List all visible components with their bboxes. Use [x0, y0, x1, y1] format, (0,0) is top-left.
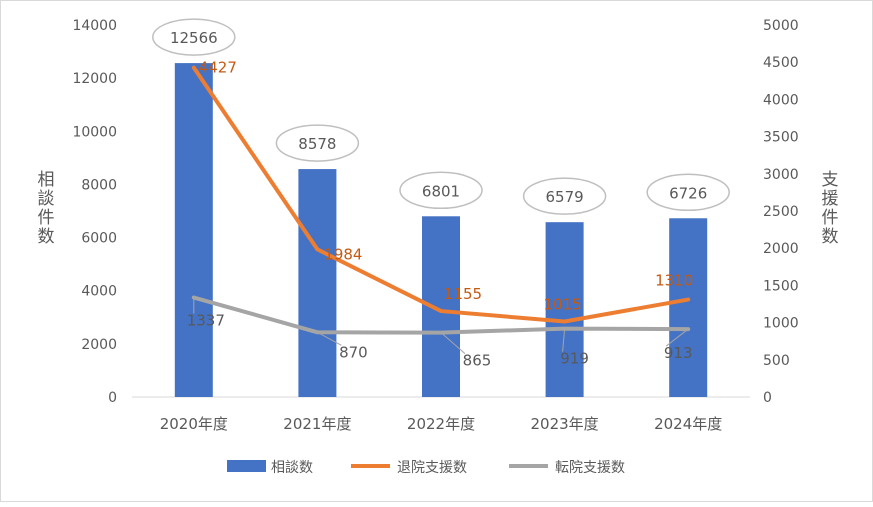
leader-line: [665, 328, 689, 347]
right-tick-label: 2500: [763, 204, 799, 220]
bar: [669, 218, 708, 397]
x-tick-label: 2021年度: [283, 415, 351, 433]
bar: [298, 169, 337, 397]
x-tick-label: 2022年度: [407, 415, 475, 433]
leader-line: [317, 331, 342, 346]
left-tick-label: 14000: [72, 18, 117, 34]
x-axis-ticks: 2020年度 2021年度 2022年度 2023年度 2024年度: [160, 415, 723, 433]
legend-label-bar: 相談数: [271, 460, 313, 476]
bar-data-label: 8578: [298, 135, 336, 153]
x-tick-label: 2020年度: [160, 415, 228, 433]
bar-label-callout: [522, 177, 607, 215]
legend-label-line-1: 退院支援数: [397, 460, 467, 476]
bar-label-callout: [646, 173, 730, 212]
left-tick-label: 6000: [81, 231, 117, 247]
line-data-label: 1015: [544, 295, 582, 313]
legend-swatch-bar: [227, 460, 266, 472]
legend: 相談数 退院支援数 転院支援数: [227, 460, 625, 476]
right-tick-label: 4500: [763, 55, 799, 71]
left-tick-label: 4000: [81, 284, 117, 300]
right-tick-label: 500: [763, 353, 790, 369]
left-tick-label: 12000: [72, 71, 117, 87]
bar: [545, 222, 584, 397]
right-tick-label: 4000: [763, 92, 799, 108]
leader-line: [562, 328, 566, 352]
bar-data-label: 6801: [422, 182, 460, 200]
right-tick-label: 1000: [763, 316, 799, 332]
bar-data-label: 6726: [669, 184, 707, 202]
bar-data-label: 12566: [170, 29, 218, 47]
bar-label-callout: [275, 124, 360, 162]
line-data-label: 865: [463, 352, 492, 370]
left-tick-label: 10000: [72, 124, 117, 140]
line-data-label: 1984: [324, 245, 362, 263]
bar-label-callout: [399, 171, 483, 210]
left-axis-ticks: 0 2000 4000 6000 8000 10000 12000 14000: [72, 18, 117, 406]
left-axis-title: 相談件数: [38, 170, 55, 247]
line-data-label: 1337: [187, 312, 225, 330]
bar-label-callout: [152, 18, 236, 56]
right-axis-ticks: 0 500 1000 1500 2000 2500 3000 3500 4000 4500 5000: [763, 18, 799, 406]
line-data-label: 1310: [655, 272, 693, 290]
right-tick-label: 1500: [763, 278, 799, 294]
bars-series: [174, 63, 708, 398]
right-tick-label: 5000: [763, 18, 799, 34]
left-tick-label: 0: [108, 390, 117, 406]
right-tick-label: 2000: [763, 241, 799, 257]
line-data-label: 1155: [444, 285, 482, 303]
right-tick-label: 3500: [763, 130, 799, 146]
bar: [174, 63, 213, 398]
line-data-label: 870: [339, 343, 368, 361]
line-data-label: 913: [664, 344, 693, 362]
left-tick-label: 8000: [81, 177, 117, 193]
bar-data-label: 6579: [546, 188, 584, 206]
left-tick-label: 2000: [81, 337, 117, 353]
bar-data-labels: 12566 8578 6801 6579 6726: [152, 18, 730, 215]
line-data-label: 4427: [199, 59, 237, 77]
series-line: [191, 65, 691, 324]
line-data-label: 919: [560, 350, 589, 368]
right-tick-label: 3000: [763, 167, 799, 183]
legend-label-line-2: 転院支援数: [555, 460, 625, 476]
right-axis-title: 支援件数: [822, 170, 839, 247]
x-tick-label: 2024年度: [654, 415, 722, 433]
line-data-labels: 4427 1984 1155 1015 1310 1337 870 865 919 913: [187, 59, 694, 370]
right-tick-label: 0: [763, 390, 772, 406]
leader-line: [440, 332, 466, 355]
x-tick-label: 2023年度: [531, 415, 599, 433]
